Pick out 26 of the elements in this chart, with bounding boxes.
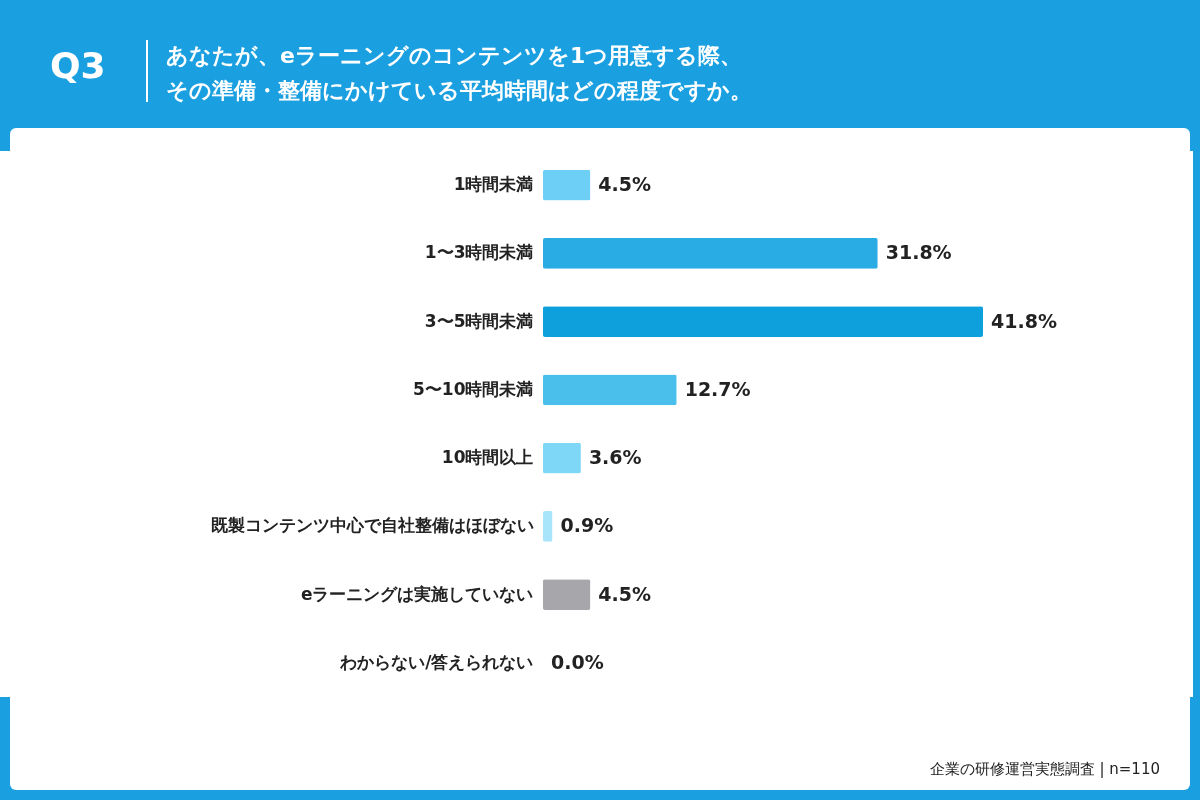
y-tick-label: 既製コンテンツ中心で自社整備はほぼない (210, 515, 534, 536)
data-label: 0.9% (560, 514, 614, 537)
data-label: 0.0% (551, 650, 604, 673)
y-tick-label: 1〜3時間未満 (424, 242, 534, 263)
bar (543, 169, 591, 201)
bar (543, 306, 983, 337)
data-label: 31.8% (885, 241, 952, 264)
data-label: 41.8% (991, 309, 1057, 332)
bar (543, 511, 553, 542)
y-tick-label: 5〜10時間未満 (413, 378, 534, 399)
y-tick-label: 3〜5時間未満 (424, 310, 534, 331)
y-tick-label: eラーニングは実施していない (300, 583, 534, 604)
chart-subtitle: あなたが、eラーニングのコンテンツを1つ用意する際、その準備・整備にかけている平均時間はどの程度ですか。 (166, 42, 753, 105)
y-tick-label: 1時間未満 (453, 174, 534, 195)
bar (543, 238, 878, 269)
data-label: 12.7% (684, 377, 751, 400)
data-label: 4.5% (598, 173, 652, 196)
y-tick-label: わからない/答えられない (339, 651, 534, 672)
text: 企業の研修運営実態調査 | n=110 (929, 760, 1160, 779)
y-tick-label: 10時間以上 (441, 447, 534, 468)
data-label: 4.5% (598, 582, 652, 605)
bar (543, 579, 591, 610)
bar (543, 442, 581, 474)
bar (543, 374, 677, 406)
data-label: 3.6% (588, 446, 642, 469)
text: Q3 (50, 45, 106, 86)
